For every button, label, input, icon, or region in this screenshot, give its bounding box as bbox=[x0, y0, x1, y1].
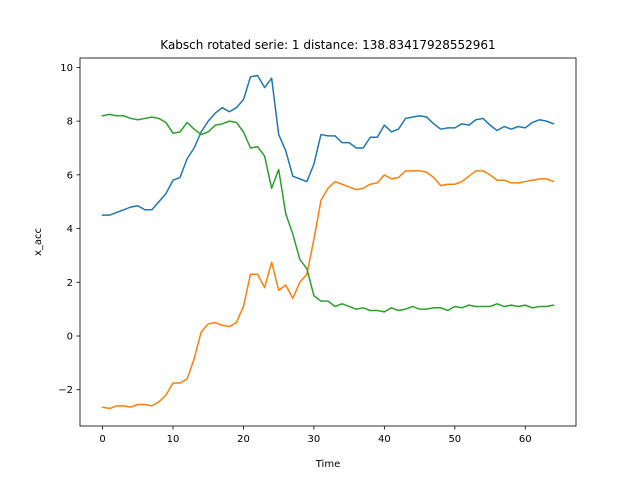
y-tick-label: 10 bbox=[60, 63, 73, 74]
y-axis-label: x_acc bbox=[33, 228, 44, 256]
y-tick-label: 2 bbox=[67, 278, 73, 289]
x-tick-label: 50 bbox=[448, 434, 461, 445]
plot-area bbox=[79, 57, 577, 427]
series-line-1 bbox=[101, 74, 555, 216]
x-tick-label: 10 bbox=[167, 434, 180, 445]
x-tick-label: 30 bbox=[308, 434, 321, 445]
series-line-3 bbox=[101, 113, 555, 313]
x-axis-ticks: 0 10 20 30 40 50 60 bbox=[99, 426, 532, 445]
x-tick-label: 60 bbox=[519, 434, 532, 445]
x-tick-label: 20 bbox=[237, 434, 250, 445]
series-layer bbox=[101, 74, 555, 410]
x-tick-label: 40 bbox=[378, 434, 391, 445]
y-axis-ticks: −2 0 2 4 6 8 10 bbox=[58, 63, 80, 396]
y-tick-label: 8 bbox=[67, 117, 73, 128]
y-tick-label: −2 bbox=[58, 385, 73, 396]
plot-frame bbox=[79, 57, 577, 427]
y-tick-label: 4 bbox=[67, 224, 73, 235]
y-tick-label: 6 bbox=[67, 170, 73, 181]
x-tick-label: 0 bbox=[99, 434, 105, 445]
y-tick-label: 0 bbox=[67, 332, 73, 343]
series-line-2 bbox=[101, 170, 555, 410]
chart-title: Kabsch rotated serie: 1 distance: 138.83… bbox=[160, 38, 495, 52]
x-axis-label: Time bbox=[315, 459, 340, 470]
